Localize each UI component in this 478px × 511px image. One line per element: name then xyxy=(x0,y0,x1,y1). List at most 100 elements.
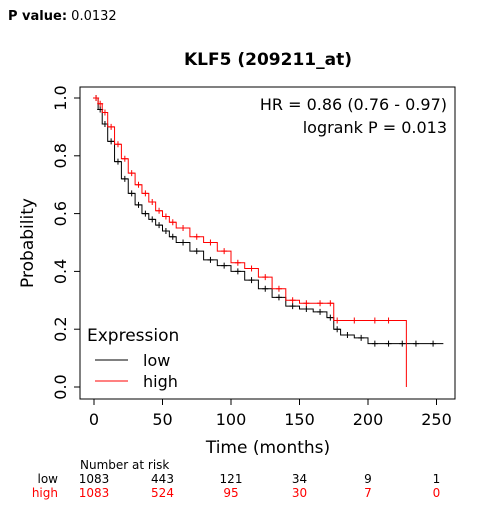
y-tick-label: 0.0 xyxy=(51,374,70,399)
censor-mark-low xyxy=(412,340,419,347)
x-axis: 0 50 100 150 200 250 xyxy=(89,399,452,429)
censor-mark-high xyxy=(162,213,169,220)
censor-mark-low xyxy=(156,222,163,229)
censor-mark-low xyxy=(289,303,296,310)
pvalue-value: 0.0132 xyxy=(71,9,117,24)
legend-low-label: low xyxy=(143,351,170,370)
censor-mark-low xyxy=(262,285,269,292)
legend-high-label: high xyxy=(143,372,178,391)
y-tick-label: 0.8 xyxy=(51,143,70,168)
y-tick-label: 0.6 xyxy=(51,201,70,226)
censor-mark-low xyxy=(275,294,282,301)
risk-count-low: 1 xyxy=(432,472,441,486)
censor-mark-low xyxy=(358,334,365,341)
survival-curves xyxy=(93,95,444,387)
censor-mark-high xyxy=(317,300,324,307)
censor-mark-high xyxy=(275,285,282,292)
x-axis-label: Time (months) xyxy=(205,438,330,458)
censor-mark-low xyxy=(207,256,214,263)
censor-mark-high xyxy=(135,181,142,188)
risk-table: Number at risk low 1083 443 121 34 9 1 high 1083… xyxy=(0,456,478,506)
censor-mark-high xyxy=(180,225,187,232)
censor-mark-high xyxy=(207,239,214,246)
x-tick-label: 50 xyxy=(152,410,172,429)
censor-mark-low xyxy=(114,158,121,165)
pvalue-header: P value: 0.0132 xyxy=(8,9,117,24)
y-axis-label: Probability xyxy=(18,198,38,288)
censor-mark-low xyxy=(327,314,334,321)
censor-mark-low xyxy=(180,239,187,246)
censor-mark-high xyxy=(385,317,392,324)
plot-frame xyxy=(79,86,456,400)
risk-count-high: 0 xyxy=(432,486,441,500)
censor-mark-low xyxy=(334,326,341,333)
censor-mark-high xyxy=(114,141,121,148)
censor-mark-low xyxy=(169,233,176,240)
censor-mark-high xyxy=(142,190,149,197)
censor-mark-low xyxy=(248,277,255,284)
y-tick-label: 0.4 xyxy=(51,259,70,284)
censor-mark-high xyxy=(193,233,200,240)
logrank-annotation: logrank P = 0.013 xyxy=(303,118,447,137)
censor-mark-low xyxy=(385,340,392,347)
censor-mark-low xyxy=(221,262,228,269)
censor-mark-low xyxy=(344,331,351,338)
censor-mark-low xyxy=(317,308,324,315)
risk-count-high: 524 xyxy=(151,486,174,500)
censor-mark-high xyxy=(121,155,128,162)
risk-count-low: 1083 xyxy=(78,472,110,486)
risk-row-label-high: high xyxy=(31,486,58,500)
censor-mark-low xyxy=(193,248,200,255)
risk-row-label-low: low xyxy=(37,472,59,486)
censor-mark-low xyxy=(135,201,142,208)
risk-count-low: 443 xyxy=(151,472,174,486)
censor-mark-high xyxy=(289,297,296,304)
censor-mark-low xyxy=(399,340,406,347)
censor-mark-high xyxy=(108,123,115,130)
censor-mark-low xyxy=(149,216,156,223)
risk-count-high: 7 xyxy=(364,486,372,500)
censor-mark-low xyxy=(121,175,128,182)
censor-mark-high xyxy=(327,300,334,307)
risk-table-title: Number at risk xyxy=(80,458,170,472)
censor-mark-low xyxy=(108,138,115,145)
censor-mark-low xyxy=(234,268,241,275)
risk-count-low: 34 xyxy=(291,472,308,486)
censor-mark-low xyxy=(430,340,437,347)
censor-mark-low xyxy=(162,227,169,234)
censor-mark-high xyxy=(101,109,108,116)
censor-mark-low xyxy=(128,190,135,197)
censor-mark-high xyxy=(248,265,255,272)
risk-count-low: 9 xyxy=(364,472,372,486)
censor-mark-high xyxy=(128,170,135,177)
hr-annotation: HR = 0.86 (0.76 - 0.97) xyxy=(260,95,447,114)
censor-mark-high xyxy=(303,300,310,307)
censor-mark-high xyxy=(97,100,104,107)
chart-title: KLF5 (209211_at) xyxy=(184,50,352,70)
legend-title: Expression xyxy=(87,326,179,346)
risk-count-low: 121 xyxy=(219,472,243,486)
y-axis: 0.0 0.2 0.4 0.6 0.8 1.0 xyxy=(51,85,80,400)
censor-mark-low xyxy=(101,121,108,128)
censor-mark-high xyxy=(156,207,163,214)
risk-count-high: 1083 xyxy=(78,486,110,500)
censor-mark-high xyxy=(262,274,269,281)
censor-mark-high xyxy=(149,199,156,206)
x-tick-label: 100 xyxy=(216,410,247,429)
censor-mark-high xyxy=(169,219,176,226)
x-tick-label: 150 xyxy=(284,410,315,429)
legend: Expression low high xyxy=(87,326,179,391)
pvalue-label: P value: xyxy=(8,9,68,24)
censor-mark-high xyxy=(221,248,228,255)
x-tick-label: 0 xyxy=(89,410,99,429)
risk-count-high: 95 xyxy=(223,486,239,500)
risk-count-high: 30 xyxy=(291,486,308,500)
y-tick-label: 0.2 xyxy=(51,316,70,341)
censor-mark-high xyxy=(334,317,341,324)
y-tick-label: 1.0 xyxy=(51,85,70,110)
censor-mark-low xyxy=(371,340,378,347)
censor-mark-low xyxy=(303,305,310,312)
x-tick-label: 200 xyxy=(353,410,384,429)
censor-mark-high xyxy=(93,95,100,101)
